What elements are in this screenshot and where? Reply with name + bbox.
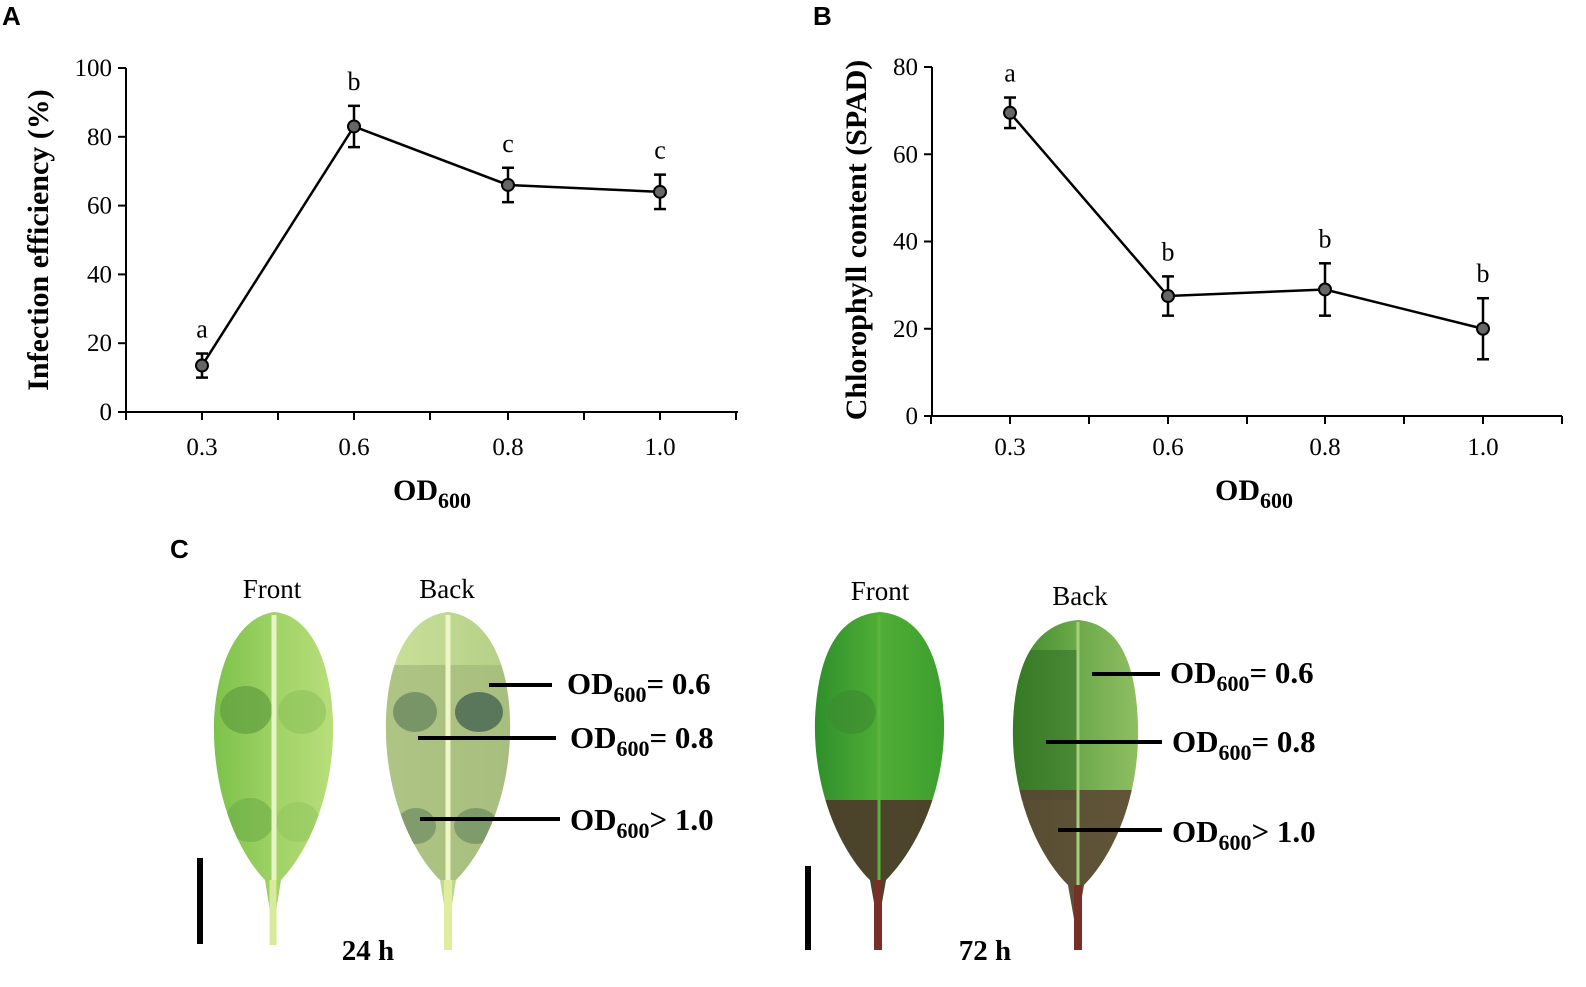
x-tick-label: 0.3 [186,434,217,461]
series-line [200,124,661,367]
significance-label: b [1319,224,1332,253]
y-tick-label: 20 [87,330,112,357]
od-rel: > 1.0 [1252,814,1316,849]
y-axis-title: Infection efficiency (%) [22,89,55,391]
y-axis-title: Chlorophyll content (SPAD) [840,60,873,421]
od-main: OD [570,720,617,755]
data-point [1003,105,1017,120]
y-tick-label: 100 [75,55,113,82]
y-tick-label: 40 [87,261,112,288]
y-tick-label: 60 [893,141,918,168]
od-sub: 600 [617,736,650,761]
y-tick-label: 0 [906,403,919,430]
od-main: OD [1170,655,1217,690]
y-tick-label: 80 [87,124,112,151]
x-tick-label: 0.6 [1152,434,1183,461]
x-axis-title: OD600 [1215,474,1293,513]
data-point [501,177,515,192]
x-tick-label: 0.6 [338,434,369,461]
od-main: OD [567,666,614,701]
od-sub: 600 [1217,671,1250,696]
panel-c: C Front Back [170,534,1316,967]
od-sub: 600 [614,682,647,707]
od-annotation: OD600= 0.6 [1170,655,1314,696]
od-annotation: OD600> 1.0 [1172,814,1316,855]
od-sub: 600 [1219,830,1252,855]
y-tick-label: 20 [893,316,918,343]
front-label-72h: Front [851,576,910,606]
od-rel: = 0.8 [1252,724,1316,759]
y-tick-label: 0 [100,399,113,426]
od-rel: > 1.0 [650,802,714,837]
x-axis-title: OD600 [393,474,471,513]
od-annotation: OD600= 0.8 [1172,724,1316,765]
time-label-24h: 24 h [342,935,394,967]
chart-b: 0 20 40 60 80 0.3 0.6 0.8 1.0 a b b b Chlorophyll … [840,54,1563,513]
panel-label-c: C [170,534,189,564]
od-sub: 600 [1219,740,1252,765]
significance-label: a [196,315,208,344]
od-annotation: OD600> 1.0 [570,802,714,843]
x-axis-title-main: OD [393,474,438,507]
back-label-72h: Back [1052,581,1108,611]
od-annotation: OD600= 0.6 [567,666,711,707]
y-tick-label: 40 [893,229,918,256]
data-point [347,119,361,134]
od-main: OD [1172,724,1219,759]
significance-label: c [654,136,666,165]
panel-label-b: B [813,1,832,31]
y-tick-label: 80 [893,54,918,81]
data-point [1161,289,1175,304]
x-axis-title-sub: 600 [438,488,471,513]
od-rel: = 0.6 [1250,655,1314,690]
panel-a: A 0 20 40 60 80 100 0.3 0.6 0.8 1.0 a b c c Infecti… [2,1,738,513]
od-rel: = 0.6 [647,666,711,701]
x-tick-label: 0.8 [492,434,523,461]
od-sub: 600 [617,818,650,843]
significance-label: c [502,129,514,158]
data-point [653,184,667,199]
od-rel: = 0.8 [650,720,714,755]
data-point [1476,321,1490,336]
back-label-24h: Back [419,574,475,604]
od-annotation: OD600= 0.8 [570,720,714,761]
leaf-24h-front [213,612,334,945]
od-main: OD [570,802,617,837]
x-tick-label: 1.0 [644,434,675,461]
significance-label: b [348,67,361,96]
series-line [1009,111,1484,330]
data-point [195,358,209,373]
significance-label: b [1477,259,1490,288]
significance-label: b [1162,237,1175,266]
group-72h: Front Back [805,576,1316,967]
leaf-24h-back [385,612,511,950]
x-tick-label: 0.3 [994,434,1025,461]
x-axis-title-main: OD [1215,474,1260,507]
leaf-72h-back [1012,620,1139,950]
panel-label-a: A [2,1,21,31]
x-tick-label: 1.0 [1467,434,1498,461]
panel-b: B 0 20 40 60 80 0.3 0.6 0.8 1.0 a b b b Chlorophyl… [813,1,1563,513]
chart-a: 0 20 40 60 80 100 0.3 0.6 0.8 1.0 a b c c Infection… [22,55,738,513]
group-24h: Front Back [197,574,714,967]
front-label-24h: Front [243,574,302,604]
y-tick-label: 60 [87,193,112,220]
od-main: OD [1172,814,1219,849]
x-tick-label: 0.8 [1309,434,1340,461]
x-axis-title-sub: 600 [1260,488,1293,513]
data-point [1318,282,1332,297]
leaf-72h-front [814,612,945,950]
significance-label: a [1004,59,1016,88]
time-label-72h: 72 h [959,935,1011,967]
